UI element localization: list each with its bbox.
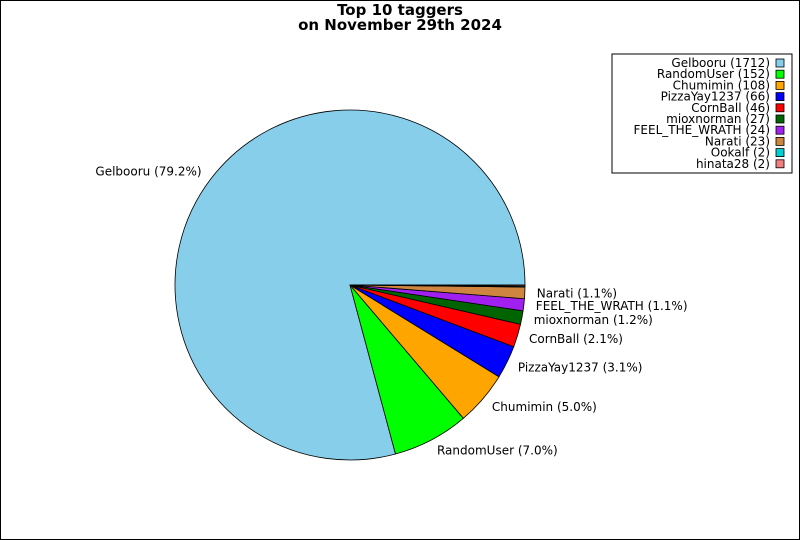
legend-swatch <box>775 58 785 68</box>
slice-labels: Gelbooru (79.2%) RandomUser (7.0%) Chumimi… <box>95 164 687 457</box>
legend-swatch <box>775 103 785 113</box>
legend-label: mioxnorman (27) <box>666 112 770 126</box>
legend-swatch <box>775 148 785 158</box>
legend-swatch <box>775 125 785 135</box>
legend-label: hinata28 (2) <box>696 157 770 171</box>
legend-label: Chumimin (108) <box>673 78 770 92</box>
slice-label: PizzaYay1237 (3.1%) <box>518 360 643 374</box>
slice-label: FEEL_THE_WRATH (1.1%) <box>536 299 688 313</box>
slice-label: Chumimin (5.0%) <box>492 400 597 414</box>
legend-swatch <box>775 114 785 124</box>
slice-label: Gelbooru (79.2%) <box>95 164 201 178</box>
legend-label: Gelbooru (1712) <box>671 56 770 70</box>
legend-label: Ookalf (2) <box>711 146 770 160</box>
legend-box <box>611 53 793 174</box>
legend-swatch <box>775 159 785 169</box>
legend-label: FEEL_THE_WRATH (24) <box>634 123 770 137</box>
legend-swatch <box>775 136 785 146</box>
legend-swatch <box>775 92 785 101</box>
slice-label: RandomUser (7.0%) <box>437 444 558 458</box>
legend-label: CornBall (46) <box>691 101 770 115</box>
legend: Gelbooru (1712)RandomUser (152)Chumimin … <box>611 53 793 174</box>
legend-label: Narati (23) <box>705 134 770 148</box>
legend-label: RandomUser (152) <box>657 67 770 81</box>
slice-label: mioxnorman (1.2%) <box>534 313 653 327</box>
slice-label: Narati (1.1%) <box>537 286 617 300</box>
legend-swatch <box>775 81 785 90</box>
chart-title: Top 10 taggers <box>337 1 463 19</box>
legend-swatch <box>775 69 785 79</box>
slice-label: CornBall (2.1%) <box>529 332 623 346</box>
chart-subtitle: on November 29th 2024 <box>298 16 502 34</box>
legend-label: PizzaYay1237 (66) <box>661 90 770 104</box>
pie-slices <box>174 109 526 461</box>
pie-slice-hinata28 <box>349 284 526 287</box>
